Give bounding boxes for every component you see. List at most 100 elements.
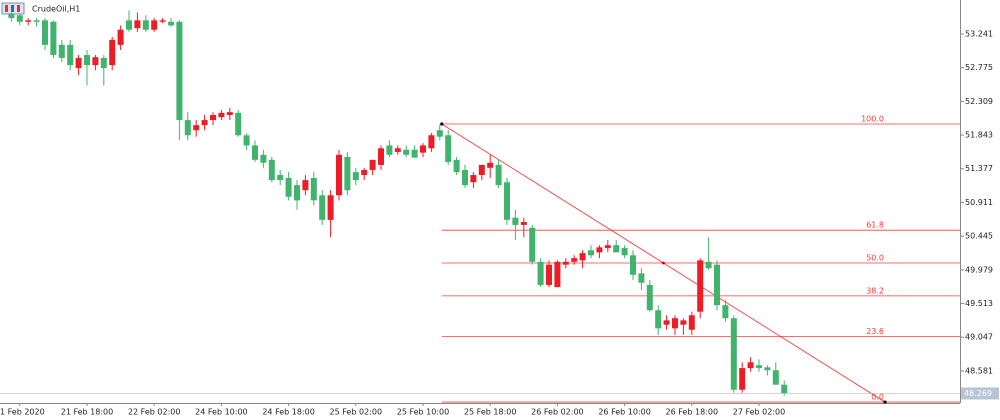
candle-body xyxy=(50,21,57,56)
candle-body xyxy=(159,20,166,22)
candle-body xyxy=(655,310,662,329)
candle-body xyxy=(310,177,317,201)
candle-body xyxy=(235,112,242,136)
candle-body xyxy=(100,57,107,69)
fibo-anchor xyxy=(440,122,444,126)
candle-body xyxy=(210,115,216,121)
candle-body xyxy=(327,195,334,220)
candle-body xyxy=(151,20,158,30)
candle-body xyxy=(495,164,502,186)
candle-body xyxy=(193,125,200,131)
candle-body xyxy=(546,264,552,285)
symbol-icon xyxy=(1,2,25,15)
candle-body xyxy=(579,253,586,261)
candle-body xyxy=(722,305,729,319)
candle-body xyxy=(277,175,284,181)
candle-body xyxy=(25,20,32,22)
candle-body xyxy=(386,145,393,155)
y-tick-label: 51.377 xyxy=(965,164,993,173)
candle-body xyxy=(58,44,65,58)
current-price-box xyxy=(961,387,999,400)
candle-body xyxy=(428,135,435,149)
candle-body xyxy=(604,245,611,249)
icon-bar xyxy=(5,5,8,12)
candle-body xyxy=(33,20,40,22)
candle-body xyxy=(84,55,90,66)
current-price-label: 48.269 xyxy=(964,389,992,398)
candle-body xyxy=(67,44,74,66)
candle-body xyxy=(302,180,309,191)
y-tick-label: 52.309 xyxy=(965,97,993,106)
x-tick-label: 21 Feb 2020 xyxy=(0,408,45,417)
candle-body xyxy=(218,112,225,118)
candle-body xyxy=(319,195,326,220)
fibo-label: 50.0 xyxy=(866,254,884,263)
candle-body xyxy=(16,15,23,22)
candle-body xyxy=(596,247,603,253)
y-tick-label: 53.241 xyxy=(965,29,993,38)
candle-body xyxy=(142,20,149,30)
x-tick-label: 25 Feb 02:00 xyxy=(330,408,382,417)
fibo-label: 61.8 xyxy=(866,221,884,230)
candle-body xyxy=(176,21,183,121)
candle-body xyxy=(294,185,300,201)
candle-body xyxy=(747,362,754,369)
candle-body xyxy=(613,245,620,253)
y-tick-label: 50.911 xyxy=(965,198,993,207)
candle-body xyxy=(445,135,452,163)
candle-body xyxy=(184,120,191,136)
candle-body xyxy=(529,227,536,262)
x-tick-label: 26 Feb 18:00 xyxy=(666,408,718,417)
x-tick-label: 21 Feb 18:00 xyxy=(61,408,113,417)
y-tick-label: 48.581 xyxy=(965,366,993,375)
fibo-anchor xyxy=(883,400,887,404)
candle-body xyxy=(201,120,208,126)
candle-body xyxy=(646,284,653,311)
candle-body xyxy=(714,264,720,306)
candle-body xyxy=(336,154,342,196)
icon-bar xyxy=(17,5,20,12)
candle-body xyxy=(126,20,132,30)
candle-body xyxy=(92,57,99,66)
candle-body xyxy=(537,261,544,285)
candle-body xyxy=(739,368,746,390)
candle-body xyxy=(378,148,384,165)
x-tick-label: 24 Feb 18:00 xyxy=(262,408,314,417)
candle-body xyxy=(420,145,426,153)
candle-body xyxy=(520,222,527,225)
candle-body xyxy=(352,172,359,181)
candle-body xyxy=(697,260,704,312)
y-tick-label: 49.047 xyxy=(965,333,993,342)
fibo-label: 23.6 xyxy=(866,327,884,336)
candle-body xyxy=(369,159,376,170)
candle-body xyxy=(764,367,771,371)
candle-body xyxy=(554,261,561,288)
x-tick-label: 24 Feb 10:00 xyxy=(195,408,247,417)
x-tick-label: 22 Feb 02:00 xyxy=(128,408,180,417)
y-tick-label: 49.513 xyxy=(965,299,993,308)
candle-body xyxy=(512,217,519,225)
candle-body xyxy=(117,29,124,45)
candle-body xyxy=(562,261,569,265)
candle-body xyxy=(772,370,779,385)
candle-body xyxy=(285,177,292,197)
candle-body xyxy=(109,39,116,66)
fibo-label: 38.2 xyxy=(866,286,884,295)
candle-body xyxy=(252,145,258,160)
fibo-label: 100.0 xyxy=(861,114,884,123)
candle-body xyxy=(243,135,250,146)
candle-body xyxy=(630,255,636,275)
candle-body xyxy=(42,20,48,45)
candle-body xyxy=(394,148,401,152)
candle-body xyxy=(226,112,233,116)
candle-body xyxy=(268,159,275,181)
y-tick-label: 49.979 xyxy=(965,265,993,274)
y-tick-label: 52.775 xyxy=(965,63,993,72)
y-tick-label: 50.445 xyxy=(965,232,993,241)
icon-bar xyxy=(11,5,14,12)
candle-body xyxy=(756,365,762,369)
candle-body xyxy=(680,320,687,325)
candle-body xyxy=(487,162,494,168)
